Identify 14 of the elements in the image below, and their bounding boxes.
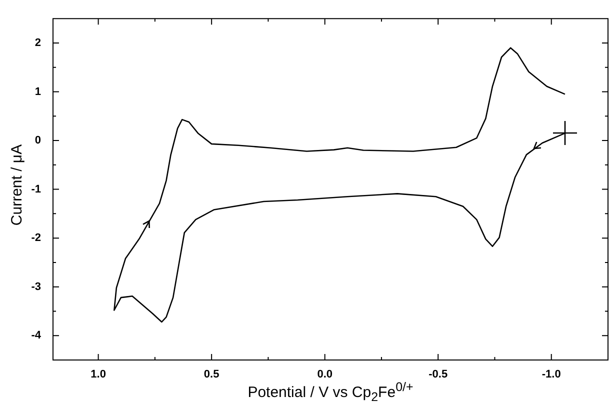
x-tick-label: 1.0 [90,368,106,381]
y-tick-label: -2 [31,232,41,244]
x-tick-label: -1.0 [542,368,561,381]
y-tick-label: -3 [31,280,41,293]
x-tick-label: 0.0 [317,368,332,381]
y-tick-label: -1 [31,183,41,196]
y-tick-label: 0 [34,134,41,147]
y-tick-label: -4 [31,330,42,342]
y-tick-label: 1 [34,86,41,98]
y-axis-title: Current / μA [8,144,26,226]
x-tick-label: -0.5 [428,368,448,381]
x-axis-title: Potential / V vs Cp$_{2}$Fe$^{0/+}$ [246,380,414,404]
y-tick-label: 2 [34,37,41,50]
x-tick-label: 0.5 [204,368,220,381]
